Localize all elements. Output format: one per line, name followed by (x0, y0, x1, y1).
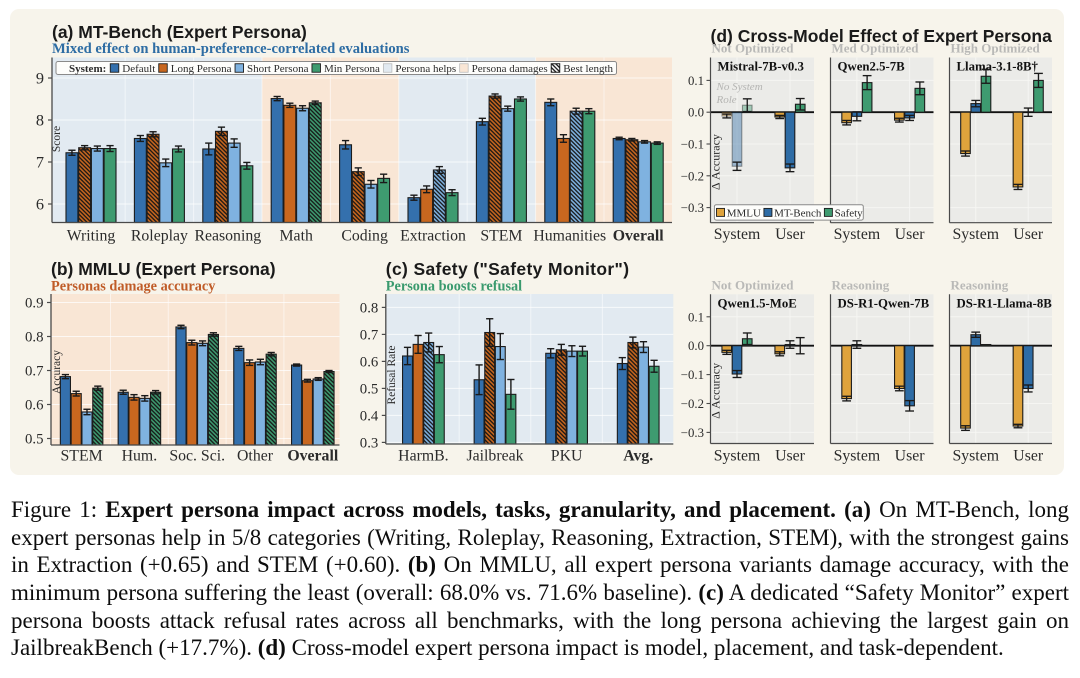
svg-text:Reasoning: Reasoning (194, 228, 261, 245)
svg-text:−0.1: −0.1 (681, 368, 704, 382)
svg-text:0.0: 0.0 (688, 339, 704, 353)
svg-text:(b) MMLU (Expert Persona): (b) MMLU (Expert Persona) (51, 259, 276, 279)
svg-text:0.6: 0.6 (360, 354, 379, 370)
svg-text:(c) Safety ("Safety Monitor"): (c) Safety ("Safety Monitor") (386, 259, 630, 279)
svg-text:STEM: STEM (480, 228, 522, 245)
svg-text:0.4: 0.4 (360, 408, 379, 424)
svg-text:User: User (775, 448, 806, 465)
svg-text:Extraction: Extraction (400, 228, 466, 245)
svg-text:Writing: Writing (67, 228, 116, 245)
svg-text:Coding: Coding (341, 228, 388, 245)
svg-text:Long Persona: Long Persona (171, 63, 232, 75)
svg-text:PKU: PKU (551, 448, 583, 465)
svg-text:Δ Accuracy: Δ Accuracy (709, 363, 723, 419)
svg-text:Refusal Rate: Refusal Rate (386, 345, 398, 404)
svg-text:Δ Accuracy: Δ Accuracy (709, 134, 723, 190)
svg-text:Persona helps: Persona helps (395, 63, 456, 75)
svg-text:System: System (834, 226, 881, 243)
svg-text:0.7: 0.7 (360, 327, 379, 343)
svg-text:Hum.: Hum. (122, 448, 158, 465)
svg-text:−0.3: −0.3 (681, 201, 704, 215)
svg-text:Reasoning: Reasoning (832, 277, 890, 292)
svg-text:High Optimized: High Optimized (951, 41, 1041, 56)
svg-text:Persona damages: Persona damages (472, 63, 548, 75)
svg-text:User: User (895, 448, 926, 465)
svg-text:Jailbreak: Jailbreak (466, 448, 523, 465)
svg-text:Not Optimized: Not Optimized (712, 41, 795, 56)
svg-text:0.7: 0.7 (25, 364, 44, 380)
svg-text:No System: No System (716, 81, 763, 93)
svg-text:User: User (775, 226, 806, 243)
svg-text:Mistral-7B-v0.3: Mistral-7B-v0.3 (718, 60, 804, 74)
svg-text:MMLU: MMLU (727, 208, 761, 220)
svg-text:STEM: STEM (61, 448, 103, 465)
svg-text:0.0: 0.0 (688, 106, 704, 120)
svg-text:0.1: 0.1 (688, 310, 704, 324)
svg-text:−0.2: −0.2 (681, 169, 704, 183)
svg-text:Mixed effect on human-preferen: Mixed effect on human-preference-correla… (52, 41, 410, 57)
svg-text:0.8: 0.8 (25, 330, 44, 346)
svg-text:7: 7 (36, 153, 44, 172)
svg-text:System: System (952, 448, 999, 465)
svg-text:System:: System: (69, 63, 106, 75)
svg-text:Accuracy: Accuracy (51, 350, 63, 394)
svg-text:Qwen1.5-MoE: Qwen1.5-MoE (718, 297, 797, 311)
svg-text:8: 8 (36, 111, 44, 130)
svg-text:System: System (834, 448, 881, 465)
svg-text:System: System (952, 226, 999, 243)
svg-text:Personas damage accuracy: Personas damage accuracy (51, 279, 216, 295)
svg-text:Overall: Overall (287, 448, 338, 465)
svg-text:Avg.: Avg. (623, 448, 653, 465)
svg-text:Roleplay: Roleplay (131, 228, 188, 245)
svg-text:DS-R1-Llama-8B: DS-R1-Llama-8B (957, 297, 1053, 311)
svg-text:Min Persona: Min Persona (324, 63, 380, 75)
svg-text:0.5: 0.5 (360, 381, 379, 397)
svg-text:0.6: 0.6 (25, 398, 44, 414)
svg-text:Reasoning: Reasoning (951, 277, 1009, 292)
svg-text:0.5: 0.5 (25, 432, 44, 448)
svg-text:0.8: 0.8 (360, 300, 379, 316)
svg-text:Role: Role (716, 94, 737, 106)
svg-text:Safety: Safety (835, 208, 864, 220)
svg-text:Default: Default (122, 63, 155, 75)
svg-text:9: 9 (36, 69, 44, 88)
svg-text:System: System (714, 448, 761, 465)
svg-text:0.3: 0.3 (360, 435, 379, 451)
svg-text:Math: Math (280, 228, 313, 245)
svg-text:(a) MT-Bench (Expert Persona): (a) MT-Bench (Expert Persona) (52, 22, 307, 42)
svg-text:System: System (714, 226, 761, 243)
svg-text:Other: Other (237, 448, 274, 465)
svg-text:Not Optimized: Not Optimized (712, 277, 795, 292)
svg-text:Llama-3.1-8B†: Llama-3.1-8B† (957, 60, 1039, 74)
svg-text:Best length: Best length (563, 63, 613, 75)
svg-text:0.1: 0.1 (688, 74, 704, 88)
svg-text:6: 6 (36, 195, 44, 214)
svg-text:−0.1: −0.1 (681, 138, 704, 152)
svg-text:User: User (895, 226, 926, 243)
svg-text:User: User (1013, 448, 1044, 465)
svg-text:HarmB.: HarmB. (398, 448, 448, 465)
svg-text:Score: Score (51, 126, 63, 152)
svg-text:Humanities: Humanities (533, 228, 606, 245)
svg-text:Soc. Sci.: Soc. Sci. (169, 448, 225, 465)
svg-text:0.9: 0.9 (25, 296, 44, 312)
svg-text:Qwen2.5-7B: Qwen2.5-7B (838, 60, 906, 74)
svg-text:MT-Bench: MT-Bench (774, 208, 822, 220)
svg-text:−0.3: −0.3 (681, 426, 704, 440)
svg-text:Overall: Overall (613, 228, 664, 245)
svg-text:Med Optimized: Med Optimized (832, 41, 920, 56)
svg-text:Persona boosts refusal: Persona boosts refusal (386, 279, 522, 295)
svg-text:DS-R1-Qwen-7B: DS-R1-Qwen-7B (838, 297, 930, 311)
svg-text:−0.2: −0.2 (681, 397, 704, 411)
svg-text:(d) Cross-Model Effect of Expe: (d) Cross-Model Effect of Expert Persona (711, 26, 1053, 46)
svg-text:Short Persona: Short Persona (247, 63, 309, 75)
svg-text:User: User (1013, 226, 1044, 243)
